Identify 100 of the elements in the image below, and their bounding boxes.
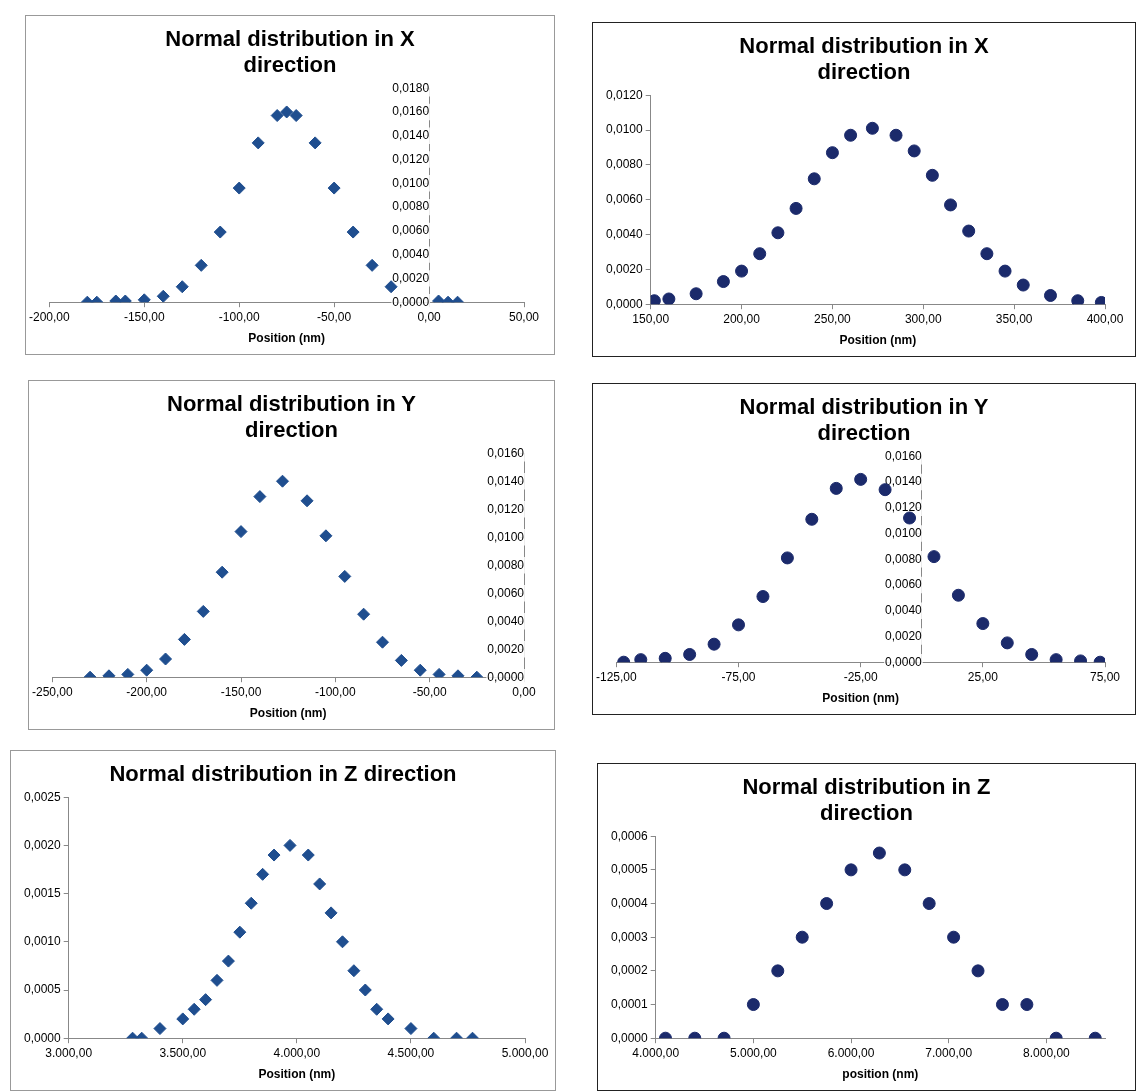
point [357, 607, 371, 621]
point [156, 289, 170, 303]
y-tick-label: 0,0000 [606, 296, 644, 311]
point [889, 128, 903, 142]
point [199, 993, 213, 1007]
y-tick-label: 0,0020 [24, 837, 62, 852]
point [358, 983, 372, 997]
y-tick-label: 0,0140 [392, 128, 430, 143]
point [805, 512, 819, 526]
y-tick-label: 0,0010 [24, 934, 62, 949]
point [944, 198, 958, 212]
x-tick-label: 300,00 [904, 311, 942, 326]
point [1071, 294, 1085, 305]
y-tick-label: 0,0040 [885, 603, 923, 618]
y-tick-label: 0,0025 [24, 789, 62, 804]
point [976, 617, 990, 631]
point [1025, 647, 1039, 661]
point [121, 667, 135, 678]
point [289, 109, 303, 123]
x-tick-label: 25,00 [967, 669, 999, 684]
y-tick-label: 0,0020 [606, 261, 644, 276]
point [313, 877, 327, 891]
x-tick-label: 5.000,00 [501, 1045, 549, 1060]
point [980, 247, 994, 261]
x-tick-label: -200,00 [29, 309, 71, 324]
point [210, 973, 224, 987]
y-tick-label: 0,0180 [392, 80, 430, 95]
point [280, 105, 294, 119]
y-tick-label: 0,0040 [606, 226, 644, 241]
x-tick-label: 4.000,00 [273, 1045, 321, 1060]
point [707, 637, 721, 651]
point [1043, 288, 1057, 302]
point [998, 264, 1012, 278]
x-tick-label: -250,00 [32, 684, 74, 699]
x-tick-label: 7.000,00 [925, 1045, 973, 1060]
point [844, 863, 858, 877]
point [771, 226, 785, 240]
point [256, 867, 270, 881]
y-tick-label: 0,0003 [611, 929, 649, 944]
x-tick-label: 5.000,00 [730, 1045, 778, 1060]
point [756, 590, 770, 604]
y-tick-label: 0,0006 [611, 828, 649, 843]
chart-title: Normal distribution in Z direction [108, 761, 458, 787]
point [335, 935, 349, 949]
y-tick-label: 0,0000 [24, 1030, 62, 1045]
point [346, 225, 360, 239]
point [404, 1022, 418, 1036]
x-tick-label: -200,00 [126, 684, 168, 699]
y-tick-label: 0,0100 [885, 525, 923, 540]
y-tick-label: 0,0000 [487, 669, 525, 684]
y-tick-label: 0,0160 [885, 448, 923, 463]
point [854, 472, 868, 486]
point [308, 136, 322, 150]
point [820, 897, 834, 911]
point [251, 136, 265, 150]
point [177, 632, 191, 646]
point [658, 651, 672, 663]
x-axis-title: Position (nm) [249, 706, 327, 721]
y-tick-label: 0,0080 [606, 157, 644, 172]
point [1016, 278, 1030, 292]
y-tick-label: 0,0140 [487, 473, 525, 488]
point [872, 846, 886, 860]
point [807, 172, 821, 186]
x-tick-label: 3.000,00 [45, 1045, 93, 1060]
point [233, 925, 247, 939]
point [365, 258, 379, 272]
x-tick-label: -150,00 [220, 684, 262, 699]
point [324, 906, 338, 920]
point [844, 128, 858, 142]
point [927, 550, 941, 564]
x-tick-label: 400,00 [1086, 311, 1124, 326]
y-tick-label: 0,0080 [392, 199, 430, 214]
point [370, 1002, 384, 1016]
point [381, 1012, 395, 1026]
point [221, 954, 235, 968]
x-tick-label: 350,00 [995, 311, 1033, 326]
y-tick-label: 0,0005 [24, 982, 62, 997]
point [689, 287, 703, 301]
point [159, 652, 173, 666]
point [283, 838, 297, 852]
x-axis-title: position (nm) [842, 1067, 919, 1082]
point [215, 565, 229, 579]
point [194, 258, 208, 272]
y-tick-label: 0,0001 [611, 996, 649, 1011]
point [947, 930, 961, 944]
point [347, 964, 361, 978]
y-tick-label: 0,0120 [885, 500, 923, 515]
point [327, 181, 341, 195]
y-tick-label: 0,0000 [611, 1030, 649, 1045]
y-tick-label: 0,0120 [392, 151, 430, 166]
point [789, 201, 803, 215]
point [735, 264, 749, 278]
point [925, 168, 939, 182]
point [232, 181, 246, 195]
y-tick-label: 0,0100 [606, 122, 644, 137]
point [394, 653, 408, 667]
point [683, 647, 697, 661]
point [780, 551, 794, 565]
chart-title: Normal distribution in X direction [164, 26, 416, 78]
point [196, 604, 210, 618]
